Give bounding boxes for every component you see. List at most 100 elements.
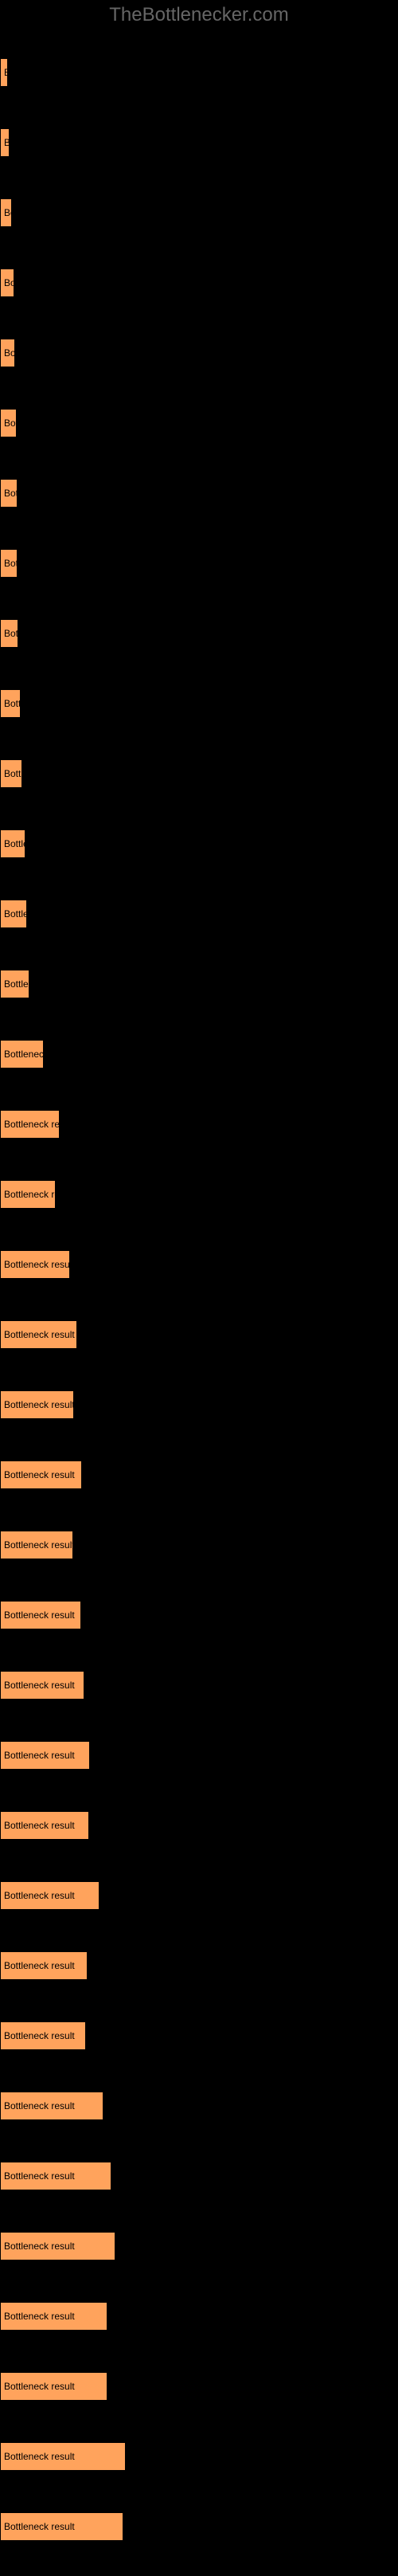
bar: Bottleneck result <box>0 58 8 87</box>
bars-area: Bottleneck result Bottleneck result Bottle… <box>0 36 398 2560</box>
bar-label: Bottleneck result <box>4 2170 75 2182</box>
bar: Bottleneck result <box>0 1881 100 1910</box>
bar-row: Bottleneck result <box>0 1368 398 1438</box>
bar: Bottleneck result <box>0 339 15 367</box>
bar: Bottleneck result <box>0 900 27 928</box>
bar-label: Bottleneck result <box>4 137 9 148</box>
bar-row: Bottleneck result <box>0 1298 398 1368</box>
bar: Bottleneck result <box>0 2512 123 2541</box>
bar: Bottleneck result <box>0 128 10 157</box>
bar-row: Bottleneck result <box>0 176 398 246</box>
bar-label: Bottleneck result <box>4 1610 75 1621</box>
bar: Bottleneck result <box>0 1320 77 1349</box>
bar-row: Bottleneck result <box>0 457 398 527</box>
bar: Bottleneck result <box>0 1250 70 1279</box>
bar-label: Bottleneck result <box>4 978 29 990</box>
bar-row: Bottleneck result <box>0 667 398 737</box>
bar: Bottleneck result <box>0 2372 107 2401</box>
bar: Bottleneck result <box>0 689 21 718</box>
bar: Bottleneck result <box>0 1951 88 1980</box>
bar-label: Bottleneck result <box>4 1119 59 1130</box>
bar-label: Bottleneck result <box>4 67 7 78</box>
bar-label: Bottleneck result <box>4 768 21 779</box>
bar-label: Bottleneck result <box>4 1750 75 1761</box>
bar-label: Bottleneck result <box>4 838 25 849</box>
bar-row: Bottleneck result <box>0 1017 398 1088</box>
bar: Bottleneck result <box>0 829 25 858</box>
bar-row: Bottleneck result <box>0 1719 398 1789</box>
bar-label: Bottleneck result <box>4 1329 75 1340</box>
bar: Bottleneck result <box>0 1390 74 1419</box>
bar-label: Bottleneck result <box>4 628 18 639</box>
bar-row: Bottleneck result <box>0 527 398 597</box>
bar: Bottleneck result <box>0 2442 126 2471</box>
bar-label: Bottleneck result <box>4 1890 75 1901</box>
bar: Bottleneck result <box>0 409 17 437</box>
bar-label: Bottleneck result <box>4 2311 75 2322</box>
bar-label: Bottleneck result <box>4 1539 72 1551</box>
bar: Bottleneck result <box>0 1461 82 1489</box>
bar-label: Bottleneck result <box>4 207 11 218</box>
bar: Bottleneck result <box>0 1110 60 1139</box>
bar: Bottleneck result <box>0 1040 44 1068</box>
bar: Bottleneck result <box>0 1741 90 1770</box>
bar-label: Bottleneck result <box>4 277 14 288</box>
bar: Bottleneck result <box>0 2092 103 2120</box>
bar-row: Bottleneck result <box>0 1859 398 1929</box>
bar-label: Bottleneck result <box>4 1469 75 1480</box>
bar-row: Bottleneck result <box>0 1999 398 2069</box>
bar-label: Bottleneck result <box>4 558 17 569</box>
bar-row: Bottleneck result <box>0 1158 398 1228</box>
bar: Bottleneck result <box>0 479 18 508</box>
bar: Bottleneck result <box>0 269 14 297</box>
bar-label: Bottleneck result <box>4 1820 75 1831</box>
bar-row: Bottleneck result <box>0 1088 398 1158</box>
bar-label: Bottleneck result <box>4 2241 75 2252</box>
bar-label: Bottleneck result <box>4 1259 69 1270</box>
bar-row: Bottleneck result <box>0 2069 398 2139</box>
bar-row: Bottleneck result <box>0 1508 398 1578</box>
bar-row: Bottleneck result <box>0 316 398 386</box>
bar-row: Bottleneck result <box>0 947 398 1017</box>
bar-label: Bottleneck result <box>4 2451 75 2462</box>
bar-label: Bottleneck result <box>4 488 17 499</box>
bar: Bottleneck result <box>0 549 18 578</box>
bar: Bottleneck result <box>0 1671 84 1700</box>
bar-label: Bottleneck result <box>4 1049 43 1060</box>
bar-label: Bottleneck result <box>4 2100 75 2111</box>
bar-row: Bottleneck result <box>0 877 398 947</box>
bar-row: Bottleneck result <box>0 1578 398 1649</box>
bar-row: Bottleneck result <box>0 2350 398 2420</box>
bar: Bottleneck result <box>0 2021 86 2050</box>
bar: Bottleneck result <box>0 2302 107 2331</box>
bar: Bottleneck result <box>0 1180 56 1209</box>
bar-label: Bottleneck result <box>4 2381 75 2392</box>
bar-label: Bottleneck result <box>4 1680 75 1691</box>
chart-container: TheBottlenecker.com Bottleneck resultBot… <box>0 0 398 2576</box>
bar-row: Bottleneck result <box>0 36 398 106</box>
bar-row: Bottleneck result <box>0 737 398 807</box>
bar-row: Bottleneck result <box>0 1929 398 1999</box>
watermark-text: TheBottlenecker.com <box>109 4 288 26</box>
bar-row: Bottleneck result <box>0 386 398 457</box>
bar: Bottleneck result <box>0 1811 89 1840</box>
bar: Bottleneck result <box>0 1601 81 1629</box>
bar-label: Bottleneck result <box>4 418 16 429</box>
bar-row: Bottleneck result <box>0 2280 398 2350</box>
bar-row: Bottleneck result <box>0 597 398 667</box>
bar-row: Bottleneck result <box>0 2209 398 2280</box>
bar: Bottleneck result <box>0 619 18 648</box>
bar-label: Bottleneck result <box>4 2030 75 2041</box>
bar-row: Bottleneck result <box>0 2420 398 2490</box>
bar-label: Bottleneck result <box>4 1960 75 1971</box>
bar-row: Bottleneck result <box>0 2139 398 2209</box>
bar: Bottleneck result <box>0 970 29 998</box>
bar-row: Bottleneck result <box>0 246 398 316</box>
bar: Bottleneck result <box>0 759 22 788</box>
bar: Bottleneck result <box>0 198 12 227</box>
bar-label: Bottleneck result <box>4 1399 73 1410</box>
bar-row: Bottleneck result <box>0 807 398 877</box>
bar-label: Bottleneck result <box>4 908 26 919</box>
bar-label: Bottleneck result <box>4 1189 55 1200</box>
bar-row: Bottleneck result <box>0 1438 398 1508</box>
